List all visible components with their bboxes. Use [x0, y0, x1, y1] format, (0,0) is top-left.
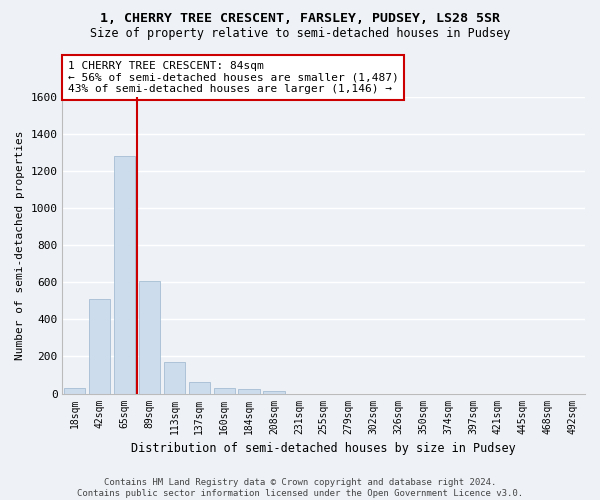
X-axis label: Distribution of semi-detached houses by size in Pudsey: Distribution of semi-detached houses by … — [131, 442, 516, 455]
Bar — [139, 280, 160, 394]
Text: Size of property relative to semi-detached houses in Pudsey: Size of property relative to semi-detach… — [90, 28, 510, 40]
Bar — [64, 388, 85, 394]
Bar — [238, 389, 260, 394]
Bar — [164, 362, 185, 394]
Bar — [263, 391, 284, 394]
Text: 1, CHERRY TREE CRESCENT, FARSLEY, PUDSEY, LS28 5SR: 1, CHERRY TREE CRESCENT, FARSLEY, PUDSEY… — [100, 12, 500, 26]
Y-axis label: Number of semi-detached properties: Number of semi-detached properties — [15, 130, 25, 360]
Bar — [189, 382, 210, 394]
Bar — [89, 299, 110, 394]
Text: Contains HM Land Registry data © Crown copyright and database right 2024.
Contai: Contains HM Land Registry data © Crown c… — [77, 478, 523, 498]
Bar — [114, 156, 135, 394]
Text: 1 CHERRY TREE CRESCENT: 84sqm
← 56% of semi-detached houses are smaller (1,487)
: 1 CHERRY TREE CRESCENT: 84sqm ← 56% of s… — [68, 61, 398, 94]
Bar — [214, 388, 235, 394]
